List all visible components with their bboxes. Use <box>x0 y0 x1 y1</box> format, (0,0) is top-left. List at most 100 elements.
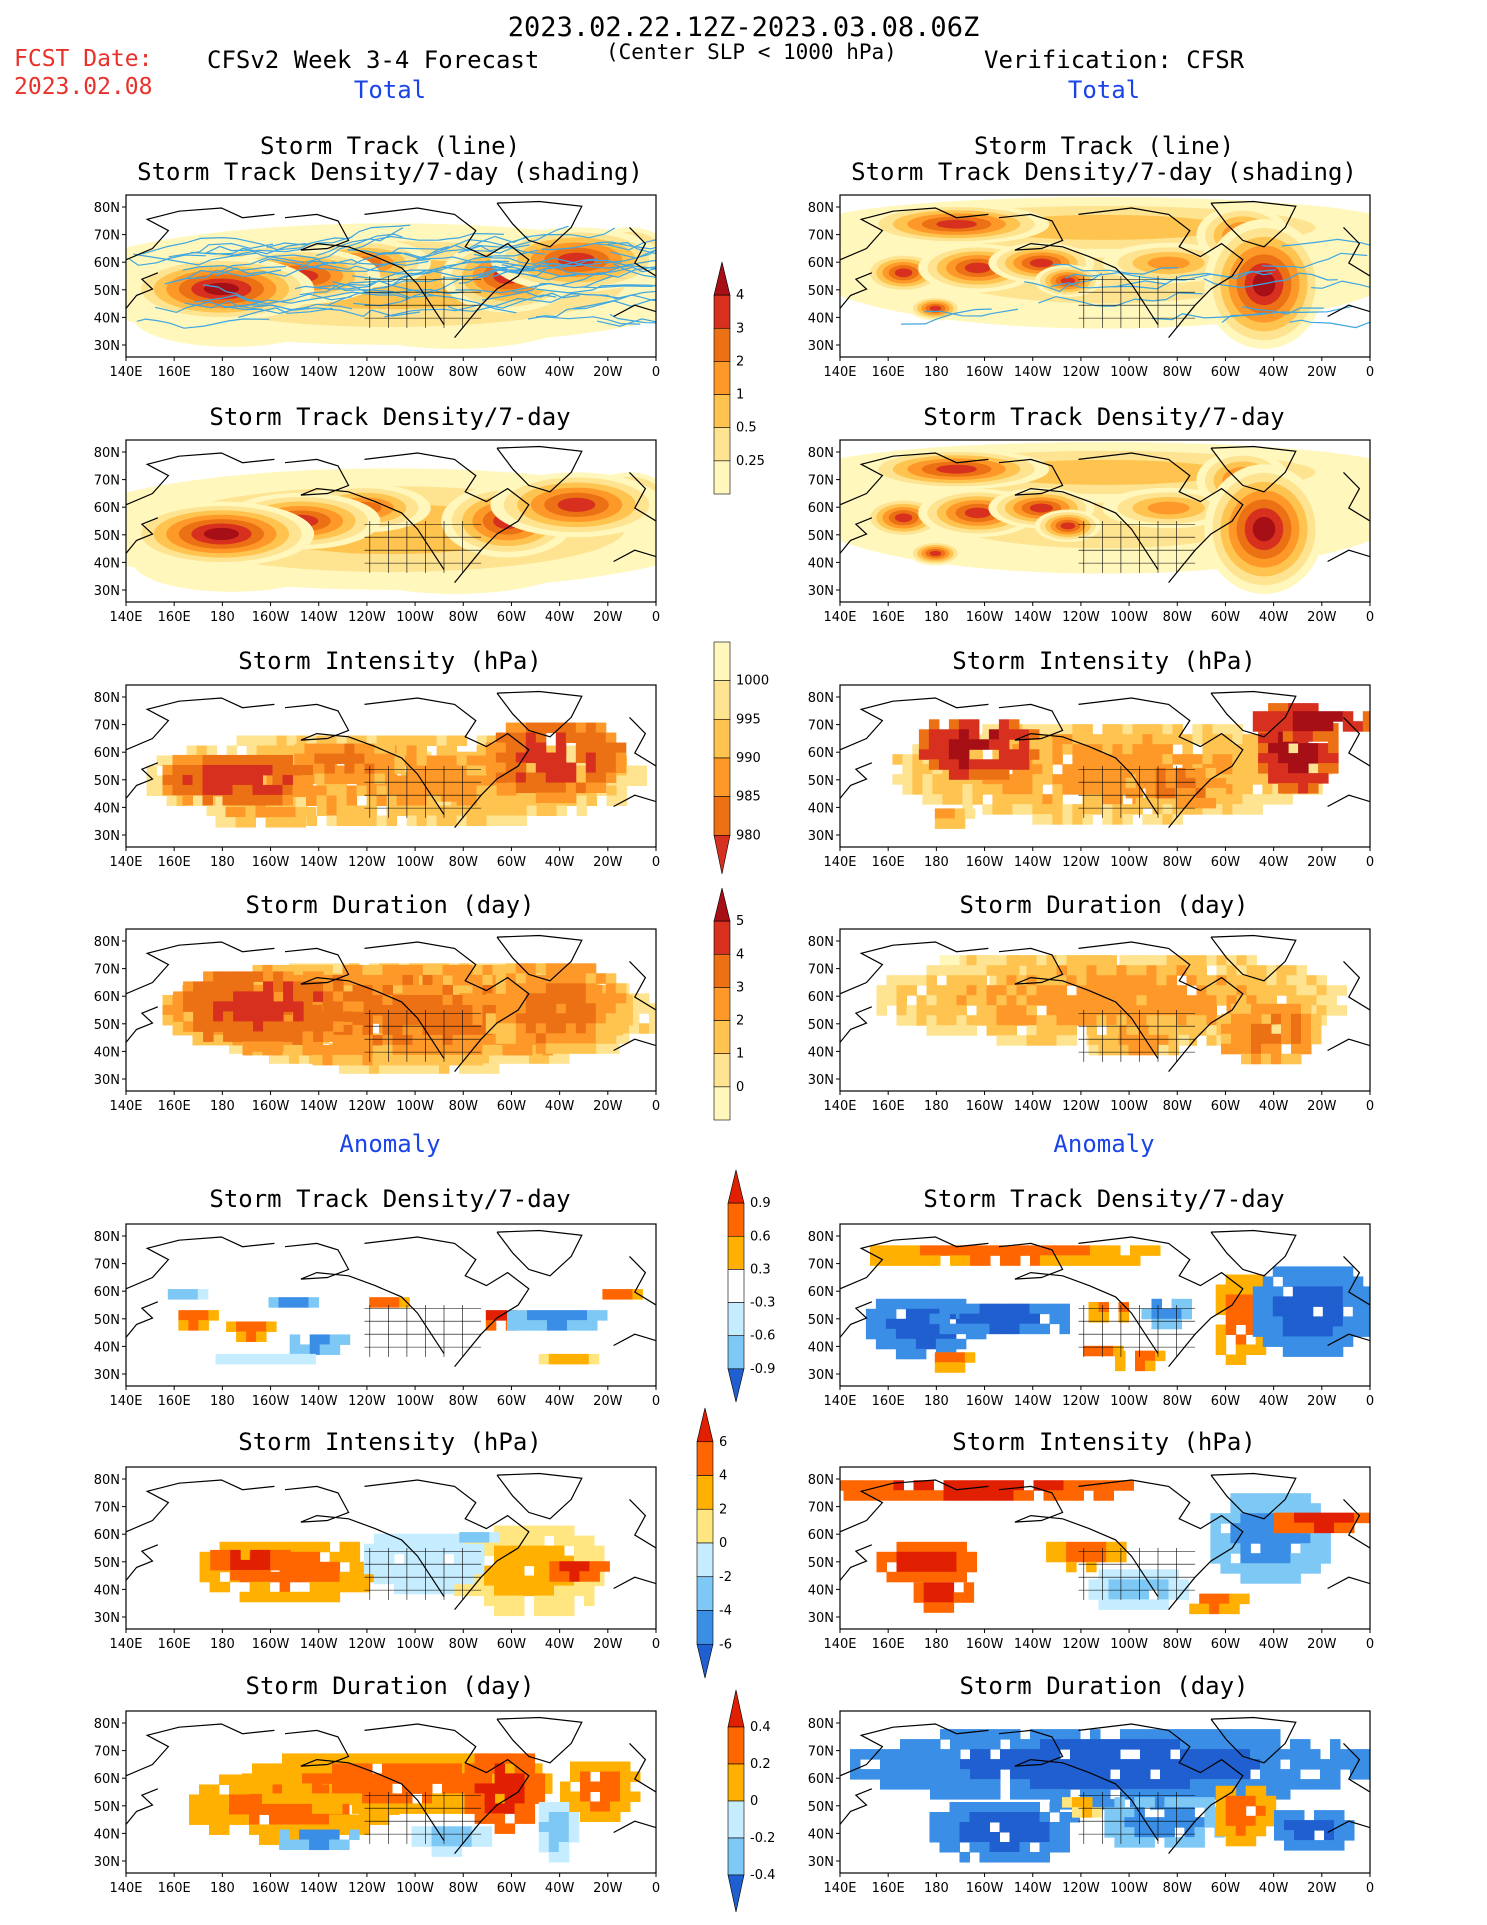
lat-tick-label: 70N <box>808 1501 834 1516</box>
lat-tick-label: 30N <box>808 1855 834 1870</box>
lon-tick-label: 140E <box>823 610 856 625</box>
colorbar-tick-label: 0.3 <box>750 1262 771 1277</box>
lat-tick-label: 50N <box>808 529 834 544</box>
lon-tick-label: 120W <box>1062 365 1100 380</box>
lon-tick-label: 100W <box>1110 1099 1148 1114</box>
lat-tick-label: 70N <box>808 1745 834 1760</box>
lon-tick-label: 20W <box>593 855 623 870</box>
lon-tick-label: 160W <box>252 365 290 380</box>
lat-tick-label: 30N <box>94 1855 120 1870</box>
lon-tick-label: 80W <box>1163 610 1193 625</box>
lon-tick-label: 120W <box>348 1394 386 1409</box>
lon-tick-label: 160E <box>158 1881 191 1896</box>
lon-tick-label: 100W <box>1110 1881 1148 1896</box>
lat-tick-label: 70N <box>94 229 120 244</box>
lon-tick-label: 60W <box>1211 1637 1241 1652</box>
colorbar-tick-label: -0.4 <box>750 1868 775 1883</box>
lon-tick-label: 60W <box>1211 1881 1241 1896</box>
lon-tick-label: 160E <box>872 365 905 380</box>
lon-tick-label: 160W <box>252 1637 290 1652</box>
lon-tick-label: 20W <box>593 1394 623 1409</box>
lat-tick-label: 30N <box>808 584 834 599</box>
lat-tick-label: 30N <box>808 829 834 844</box>
lon-tick-label: 40W <box>545 1881 575 1896</box>
lon-tick-label: 180 <box>210 855 235 870</box>
colorbar-tick-label: 2 <box>736 1014 744 1029</box>
lon-tick-label: 140E <box>823 1099 856 1114</box>
map-panel-danom-verification: 80N 70N 60N 50N 40N 30N 140E 160E 180 160W 140W 120… <box>808 1223 1374 1409</box>
left-intensity-anom-title: Storm Intensity (hPa) <box>238 1428 542 1456</box>
lat-tick-label: 80N <box>808 1473 834 1488</box>
right-intensity-title: Storm Intensity (hPa) <box>952 647 1256 675</box>
lon-tick-label: 140W <box>1014 1099 1052 1114</box>
lon-tick-label: 100W <box>396 1099 434 1114</box>
lon-tick-label: 40W <box>1259 610 1289 625</box>
lat-tick-label: 50N <box>808 1313 834 1328</box>
lon-tick-label: 0 <box>1366 1099 1374 1114</box>
lat-tick-label: 50N <box>808 774 834 789</box>
lat-tick-label: 80N <box>808 1230 834 1245</box>
lon-tick-label: 60W <box>497 365 527 380</box>
lon-tick-label: 120W <box>348 1881 386 1896</box>
lon-tick-label: 180 <box>210 610 235 625</box>
lon-tick-label: 120W <box>348 1637 386 1652</box>
lon-tick-label: 80W <box>1163 1394 1193 1409</box>
left-duration-title: Storm Duration (day) <box>245 891 535 919</box>
lat-tick-label: 40N <box>94 311 120 326</box>
map-panel-duration-verification: 80N 70N 60N 50N 40N 30N 140E 160E 180 160W 140W 120… <box>808 928 1374 1114</box>
lat-tick-label: 60N <box>808 746 834 761</box>
lon-tick-label: 120W <box>1062 1394 1100 1409</box>
lon-tick-label: 60W <box>497 1099 527 1114</box>
lon-tick-label: 0 <box>652 610 660 625</box>
colorbar-tick-label: 1000 <box>736 674 769 689</box>
lon-tick-label: 100W <box>396 610 434 625</box>
lat-tick-label: 60N <box>808 1772 834 1787</box>
lon-tick-label: 180 <box>924 365 949 380</box>
lon-tick-label: 60W <box>497 1394 527 1409</box>
lon-tick-label: 20W <box>593 1637 623 1652</box>
map-panel-duranom-forecast: 80N 70N 60N 50N 40N 30N 140E 160E 180 160W 140W 120… <box>94 1710 660 1896</box>
lon-tick-label: 0 <box>1366 610 1374 625</box>
lon-tick-label: 180 <box>210 1637 235 1652</box>
lat-tick-label: 80N <box>94 446 120 461</box>
lon-tick-label: 160W <box>966 610 1004 625</box>
colorbar-tick-label: 6 <box>719 1435 727 1450</box>
lon-tick-label: 160E <box>872 1881 905 1896</box>
map-panel-intensity-forecast: 80N 70N 60N 50N 40N 30N 140E 160E 180 160W 140W 120… <box>94 684 660 870</box>
map-panel-intensity-verification: 80N 70N 60N 50N 40N 30N 140E 160E 180 160W 140W 120… <box>808 684 1374 870</box>
colorbar-tick-label: 0.5 <box>736 421 757 436</box>
lat-tick-label: 80N <box>94 935 120 950</box>
lon-tick-label: 0 <box>652 365 660 380</box>
lon-tick-label: 120W <box>348 1099 386 1114</box>
lat-tick-label: 50N <box>94 1556 120 1571</box>
lon-tick-label: 100W <box>1110 855 1148 870</box>
lon-tick-label: 160W <box>252 1394 290 1409</box>
lat-tick-label: 80N <box>94 691 120 706</box>
colorbar-duration-anom: 0.4 0.2 0 -0.2 -0.4 <box>727 1689 775 1913</box>
lon-tick-label: 140W <box>1014 1394 1052 1409</box>
lon-tick-label: 80W <box>449 610 479 625</box>
right-track-title-2: Storm Track Density/7-day (shading) <box>851 158 1357 186</box>
lon-tick-label: 20W <box>1307 1637 1337 1652</box>
lon-tick-label: 140W <box>300 610 338 625</box>
lat-tick-label: 50N <box>94 1800 120 1815</box>
left-intensity-title: Storm Intensity (hPa) <box>238 647 542 675</box>
lon-tick-label: 140E <box>109 1099 142 1114</box>
colorbar-tick-label: 5 <box>736 914 744 929</box>
lon-tick-label: 140W <box>300 365 338 380</box>
lon-tick-label: 80W <box>1163 1881 1193 1896</box>
lon-tick-label: 160W <box>966 1881 1004 1896</box>
lon-tick-label: 160E <box>872 855 905 870</box>
lon-tick-label: 160E <box>872 1099 905 1114</box>
lat-tick-label: 70N <box>808 229 834 244</box>
map-panel-track-forecast: 80N 70N 60N 50N 40N 30N 140E 160E 180 160W 140W 120… <box>94 194 660 380</box>
lon-tick-label: 160E <box>872 1637 905 1652</box>
colorbar-tick-label: 0 <box>750 1794 758 1809</box>
map-panel-ianom-verification: 80N 70N 60N 50N 40N 30N 140E 160E 180 160W 140W 120… <box>808 1466 1374 1652</box>
lon-tick-label: 160E <box>158 1394 191 1409</box>
map-panel-duranom-verification: 80N 70N 60N 50N 40N 30N 140E 160E 180 160W 140W 120… <box>808 1710 1374 1896</box>
lat-tick-label: 80N <box>808 446 834 461</box>
right-intensity-anom-title: Storm Intensity (hPa) <box>952 1428 1256 1456</box>
lon-tick-label: 160W <box>252 855 290 870</box>
colorbar-tick-label: 2 <box>736 354 744 369</box>
